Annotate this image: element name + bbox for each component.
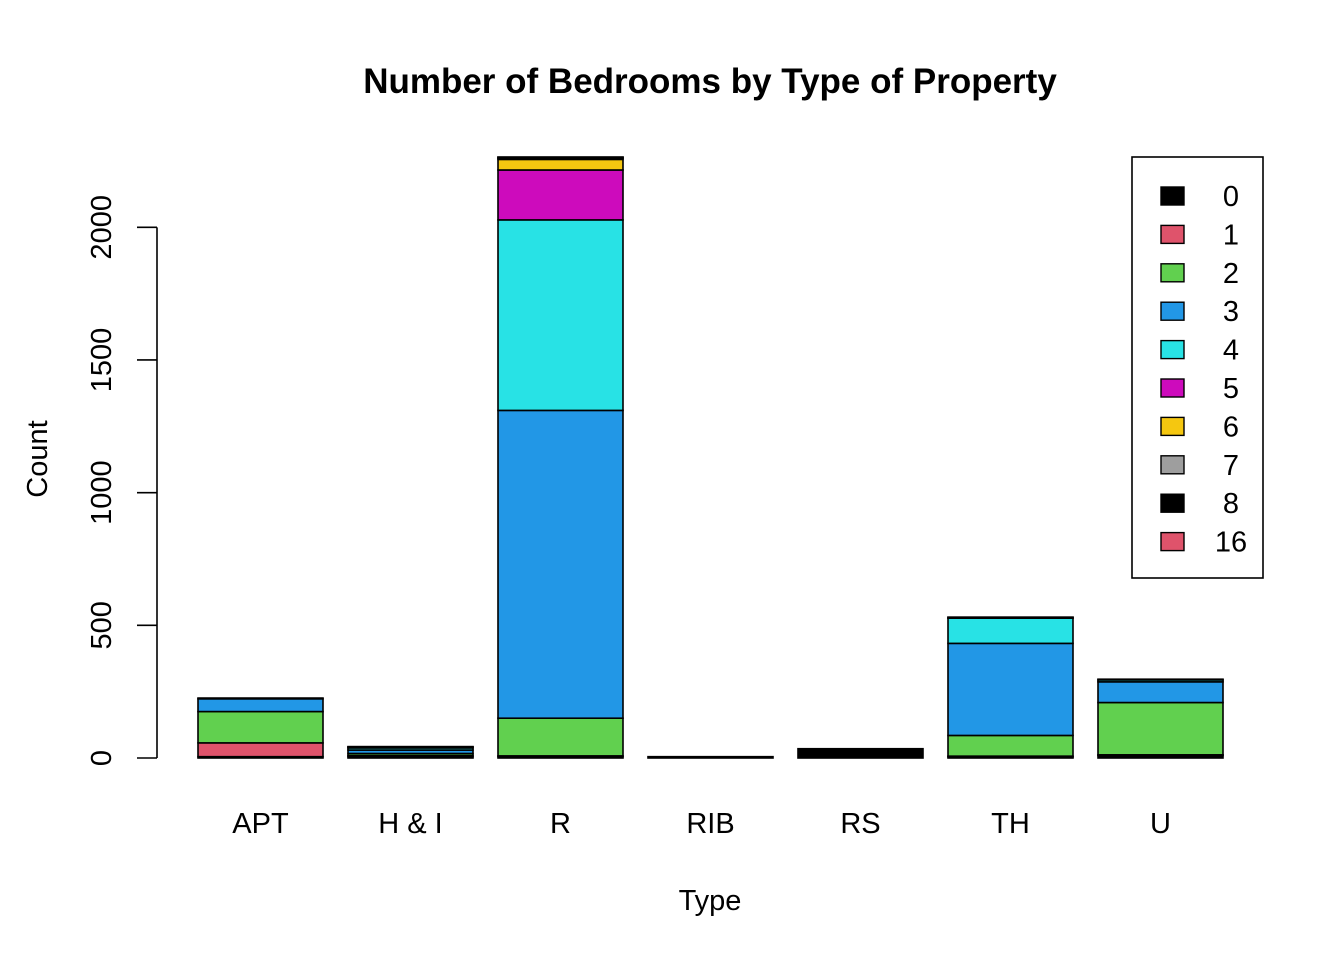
legend-item: 6 <box>1160 411 1239 443</box>
legend-label: 4 <box>1223 335 1239 367</box>
legend-swatch <box>1160 493 1185 513</box>
legend-label: 1 <box>1223 219 1239 251</box>
bar-segment <box>347 745 474 749</box>
x-axis: APT H & I R RIB RS TH U <box>232 808 1171 840</box>
legend-swatch <box>1160 416 1185 437</box>
x-tick-label: RS <box>840 808 880 840</box>
legend-item: 0 <box>1160 181 1239 213</box>
bar-segment <box>647 755 774 759</box>
x-tick-label: RIB <box>686 808 734 840</box>
bar-segment <box>197 710 324 744</box>
legend-item: 1 <box>1160 219 1239 251</box>
legend: 0 1 2 3 4 5 6 7 8 16 <box>1131 156 1264 579</box>
legend-item: 3 <box>1160 296 1239 328</box>
x-tick-label: R <box>550 808 571 840</box>
y-tick-label: 500 <box>86 601 118 649</box>
legend-item: 4 <box>1160 335 1239 367</box>
legend-swatch <box>1160 339 1185 360</box>
bar-segment <box>497 158 624 171</box>
x-tick-label: H & I <box>378 808 442 840</box>
legend-swatch <box>1160 224 1185 245</box>
bar-stack <box>497 156 624 759</box>
bar-stack <box>1097 678 1224 759</box>
legend-swatch <box>1160 531 1185 552</box>
bar-stack <box>347 745 474 759</box>
chart-title: Number of Bedrooms by Type of Property <box>363 62 1057 101</box>
bars <box>197 156 1224 759</box>
legend-swatch <box>1160 378 1185 398</box>
x-axis-label: Type <box>679 885 742 917</box>
bar-segment <box>197 742 324 758</box>
legend-label: 8 <box>1223 488 1239 520</box>
legend-label: 0 <box>1223 181 1239 213</box>
bar-stack <box>197 697 324 759</box>
bar-segment <box>497 409 624 719</box>
legend-item: 7 <box>1160 450 1239 482</box>
bar-segment <box>497 169 624 221</box>
bar-stack <box>647 755 774 759</box>
legend-swatch <box>1160 301 1185 321</box>
legend-box <box>1131 156 1264 579</box>
legend-item: 5 <box>1160 373 1239 405</box>
legend-item: 16 <box>1160 527 1247 559</box>
legend-swatch <box>1160 186 1185 206</box>
legend-label: 16 <box>1215 527 1247 559</box>
bar-segment <box>1097 678 1224 681</box>
legend-label: 3 <box>1223 296 1239 328</box>
x-tick-label: APT <box>232 808 289 840</box>
y-axis-label: Count <box>22 420 54 497</box>
legend-item: 2 <box>1160 258 1239 290</box>
bar-segment <box>1097 701 1224 756</box>
bar-stack <box>947 616 1074 759</box>
bar-segment <box>197 697 324 700</box>
y-tick-label: 2000 <box>86 195 118 260</box>
bar-segment <box>947 734 1074 757</box>
legend-swatch <box>1160 455 1185 475</box>
bar-segment <box>797 747 924 759</box>
y-tick-label: 1500 <box>86 328 118 393</box>
bar-segment <box>1097 681 1224 704</box>
bar-stack <box>797 747 924 759</box>
bar-segment <box>497 156 624 159</box>
y-axis: 0 500 1000 1500 2000 <box>86 195 158 766</box>
bar-segment <box>947 617 1074 645</box>
y-tick-label: 0 <box>86 750 118 766</box>
legend-label: 7 <box>1223 450 1239 482</box>
y-tick-label: 1000 <box>86 460 118 525</box>
bar-segment <box>197 698 324 713</box>
bar-segment <box>947 642 1074 737</box>
legend-label: 6 <box>1223 411 1239 443</box>
bar-segment <box>497 717 624 757</box>
x-tick-label: U <box>1150 808 1171 840</box>
bar-segment <box>947 616 1074 619</box>
x-tick-label: TH <box>991 808 1030 840</box>
legend-item: 8 <box>1160 488 1239 520</box>
legend-label: 2 <box>1223 258 1239 290</box>
legend-label: 5 <box>1223 373 1239 405</box>
legend-swatch <box>1160 263 1185 283</box>
bar-segment <box>497 219 624 412</box>
